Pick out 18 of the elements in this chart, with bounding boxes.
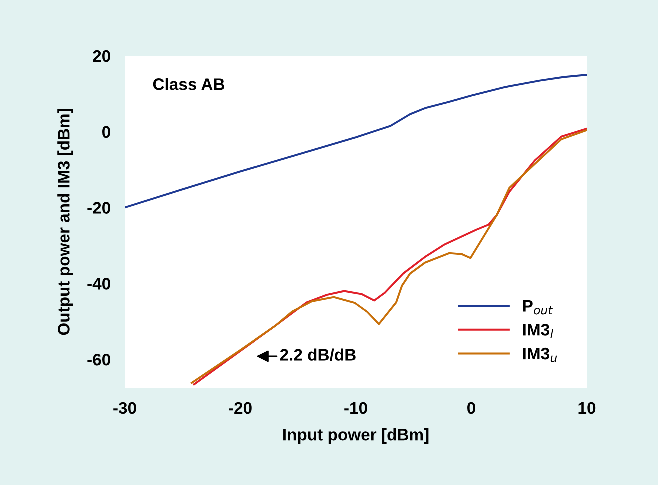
legend-label: IM3$_{u}$ xyxy=(523,348,558,362)
x-axis-title: Input power [dBm] xyxy=(284,428,429,444)
legend-label: IM3$_{l}$ xyxy=(523,324,554,338)
y-axis-title: Output power and IM3 [dBm] xyxy=(58,109,74,336)
y-tick-label: 0 xyxy=(102,126,110,138)
x-tick-label: 0 xyxy=(468,402,476,414)
y-tick-label: 20 xyxy=(93,50,110,62)
annotation: Class AB xyxy=(153,78,225,90)
x-tick-label: -20 xyxy=(229,402,252,414)
x-tick-label: 10 xyxy=(578,402,596,414)
x-tick-label: -10 xyxy=(344,402,368,414)
y-tick-label: -40 xyxy=(88,278,110,290)
y-tick-label: -20 xyxy=(88,202,110,214)
y-tick-label: -60 xyxy=(88,354,110,366)
annotation: 2.2 dB/dB xyxy=(280,348,356,362)
x-tick-label: -30 xyxy=(114,402,136,414)
legend-label: P$_{out}$ xyxy=(523,300,554,315)
line-series xyxy=(125,74,587,209)
